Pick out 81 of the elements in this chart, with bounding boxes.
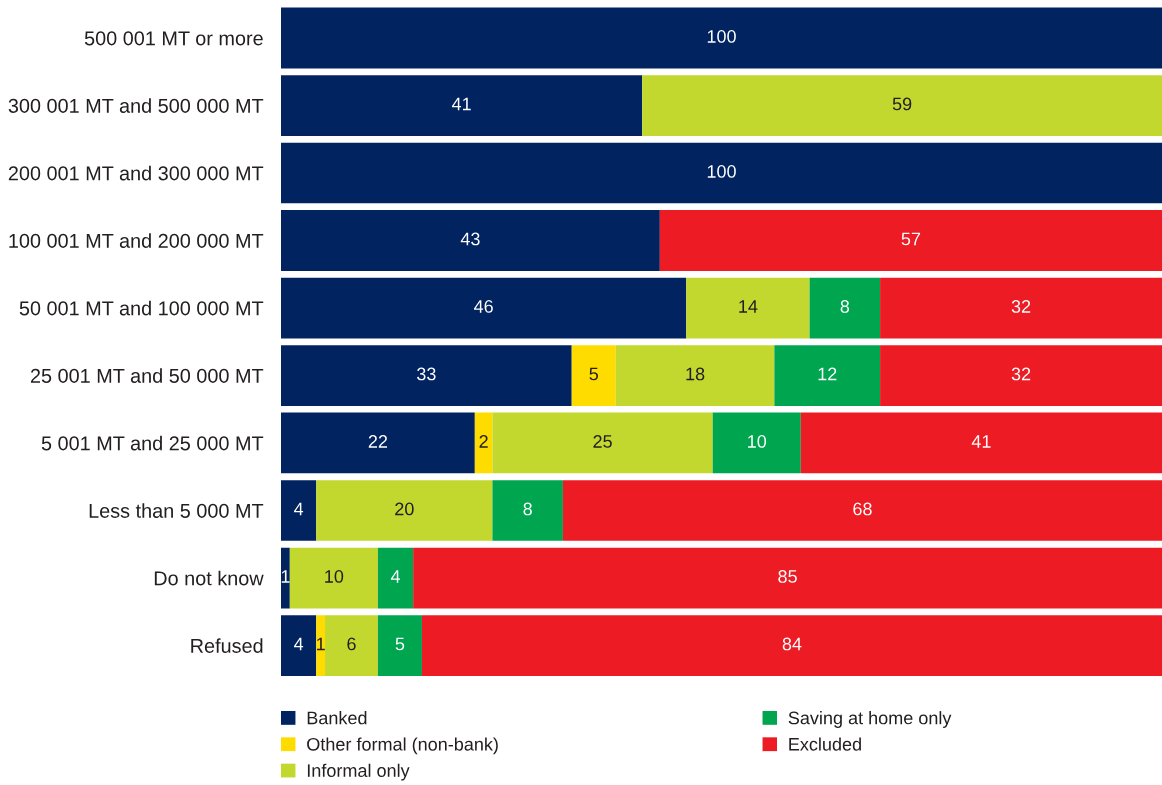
data-label: 14 [739,300,758,313]
y-tick-label: Refused [191,638,263,653]
data-label: 12 [818,367,837,381]
data-label: 41 [451,97,471,111]
bar [281,412,475,474]
bar [642,75,1162,136]
data-label: 84 [782,637,802,651]
data-label: 2 [479,435,488,448]
data-label: 8 [523,502,532,516]
bar [316,615,326,676]
bar [880,277,1162,339]
bar [492,412,713,474]
bar [281,7,1162,69]
y-tick-label: 50 001 MT and 100 000 MT [19,300,264,316]
data-label: 5 [589,367,599,381]
y-tick-label: Do not know [154,570,264,586]
data-label: 8 [840,300,850,313]
bar [659,210,1162,271]
data-label: 10 [325,570,344,583]
data-label: 33 [417,367,436,381]
data-label: 10 [748,435,767,448]
data-label: 32 [1011,300,1031,313]
legend-label: Saving at home only [788,711,952,728]
bar [281,480,317,541]
bar [281,615,317,676]
bar [289,547,378,609]
bar [474,412,493,474]
data-label: 4 [294,502,304,516]
y-tick-label: 100 001 MT and 200 000 MT [9,233,264,248]
bar [281,142,1162,204]
data-label: 1 [317,637,325,651]
bar [809,277,881,339]
bar [281,547,290,609]
data-label: 41 [971,435,991,448]
legend-label: Banked [307,711,367,725]
bar [712,412,801,474]
data-label: 22 [368,435,388,448]
y-tick-label: 500 001 MT or more [84,31,263,46]
data-label: 25 [593,435,612,448]
data-label: 68 [853,502,872,516]
y-tick-label: 200 001 MT and 300 000 MT [8,165,264,181]
y-tick-label: 5 001 MT and 25 000 MT [41,435,264,451]
legend-label: Excluded [789,737,861,751]
data-label: 32 [1011,367,1031,381]
bar [325,615,378,676]
bar [281,345,572,406]
bar [281,210,660,271]
legend-label: Other formal (non-bank) [307,737,498,755]
bar [800,412,1162,474]
bar [413,547,1162,609]
data-label: 57 [901,232,921,246]
bar [686,277,810,339]
data-label: 6 [347,637,356,651]
y-tick-label: 300 001 MT and 500 000 MT [8,98,264,113]
y-tick-label: 25 001 MT and 50 000 MT [30,368,264,383]
y-tick-label: Less than 5 000 MT [89,503,264,518]
bar [774,345,881,406]
bar [880,345,1162,406]
data-label: 18 [686,367,705,381]
legend-label: Informal only [307,763,410,781]
data-label: 46 [474,300,493,313]
bar [377,615,422,676]
bar [281,277,687,339]
data-label: 100 [707,30,736,43]
data-label: 20 [395,502,414,516]
bar [316,480,493,541]
data-label: 1 [281,570,290,583]
bar [562,480,1162,541]
data-label: 4 [390,570,401,583]
data-label: 43 [460,232,480,246]
bar [615,345,775,406]
bar [281,75,643,136]
data-label: 4 [294,637,304,651]
bar [571,345,616,406]
data-label: 85 [778,570,797,583]
data-label: 5 [395,637,405,651]
bar [492,480,563,541]
bar [377,547,414,609]
data-label: 100 [707,165,736,178]
bar [421,615,1162,676]
data-label: 59 [892,97,912,111]
